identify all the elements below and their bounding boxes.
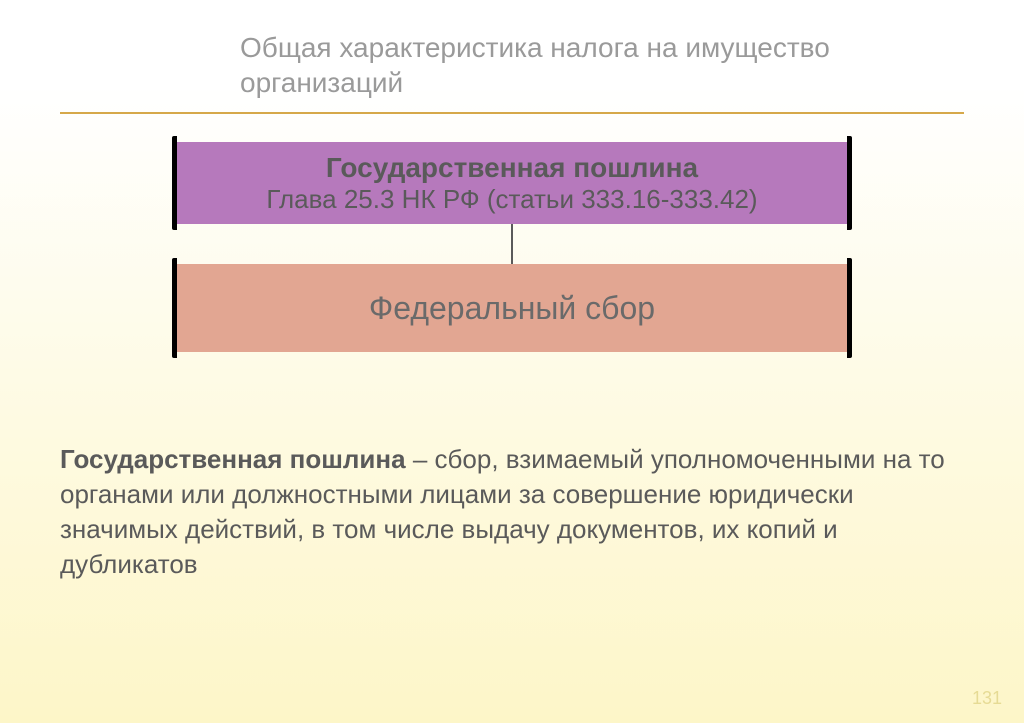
- title-underline: [60, 112, 964, 114]
- definition-term: Государственная пошлина: [60, 444, 406, 474]
- box-cap-left: [172, 258, 177, 358]
- slide: Общая характеристика налога на имущество…: [0, 0, 1024, 723]
- box2-text: Федеральный сбор: [369, 290, 655, 327]
- connector-line: [511, 224, 513, 264]
- box-cap-left: [172, 136, 177, 230]
- diagram: Государственная пошлина Глава 25.3 НК РФ…: [60, 142, 964, 352]
- box-cap-right: [847, 258, 852, 358]
- slide-title: Общая характеристика налога на имущество…: [240, 30, 904, 100]
- box-state-duty: Государственная пошлина Глава 25.3 НК РФ…: [172, 142, 852, 224]
- box-federal-fee: Федеральный сбор: [172, 264, 852, 352]
- box1-line2: Глава 25.3 НК РФ (статьи 333.16-333.42): [266, 184, 757, 215]
- title-block: Общая характеристика налога на имущество…: [240, 30, 904, 100]
- box-cap-right: [847, 136, 852, 230]
- box1-line1: Государственная пошлина: [326, 152, 698, 184]
- definition-paragraph: Государственная пошлина – сбор, взимаемы…: [60, 442, 964, 582]
- page-number: 131: [972, 688, 1002, 709]
